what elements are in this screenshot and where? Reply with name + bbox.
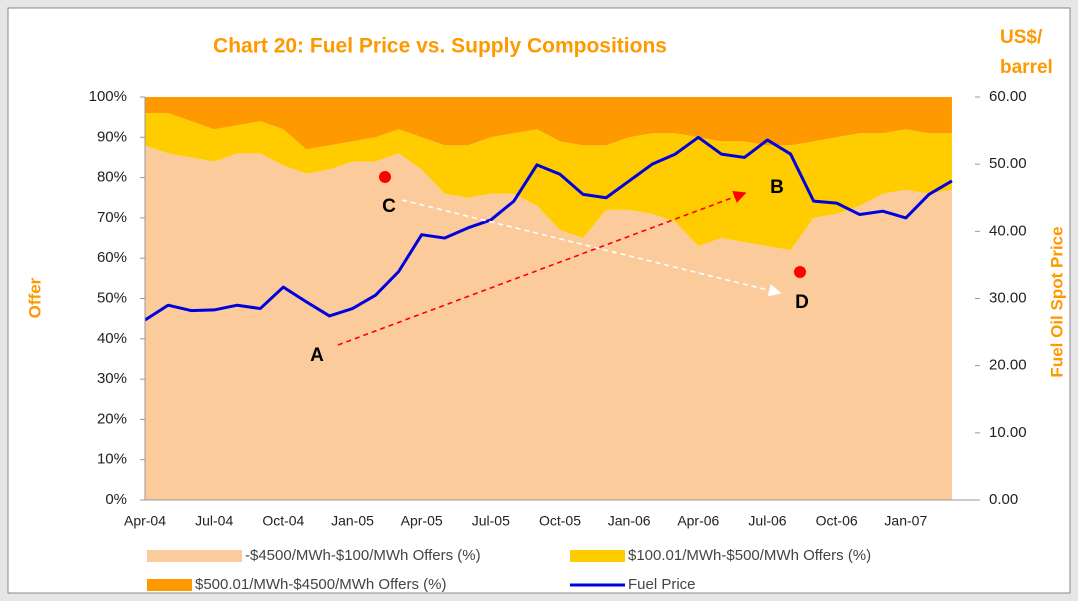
plot-area: 0% 10% 20% 30% 40% 50% 60% 70% 80% 90% 100% 0.00 10.… xyxy=(89,88,1027,529)
legend-swatch xyxy=(147,579,192,591)
y2-unit: barrel xyxy=(1000,57,1053,78)
area xyxy=(145,97,952,150)
y-tick-label: 30% xyxy=(97,370,127,387)
y-tick-label: 50% xyxy=(97,289,127,306)
y-tick-label: 70% xyxy=(97,209,127,226)
arrow xyxy=(401,199,782,297)
y2-unit: US$/ xyxy=(1000,27,1043,48)
dot xyxy=(379,171,391,183)
annotations: A B C D xyxy=(310,171,809,366)
x-tick-label: Jul-04 xyxy=(195,513,233,529)
x-tick-label: Jul-06 xyxy=(748,513,786,529)
line xyxy=(144,135,953,322)
y2-tick-label: 40.00 xyxy=(989,222,1027,239)
chart-title: Chart 20: Fuel Price vs. Supply Composit… xyxy=(213,35,667,58)
y-tick-label: 80% xyxy=(97,169,127,186)
y2-tick-label: 50.00 xyxy=(989,155,1027,172)
annotation: D xyxy=(795,292,809,313)
x-tick-label: Oct-06 xyxy=(816,513,858,529)
y2-tick-label: 30.00 xyxy=(989,289,1027,306)
y-tick-label: 0% xyxy=(105,491,127,508)
y2-tick-label: 60.00 xyxy=(989,88,1027,105)
y2-axis-title: Fuel Oil Spot Price xyxy=(1047,226,1066,377)
y-tick-label: 40% xyxy=(97,330,127,347)
annotation: C xyxy=(382,196,396,217)
y-tick-label: 10% xyxy=(97,451,127,468)
x-tick-label: Jan-07 xyxy=(884,513,927,529)
x-tick-label: Jul-05 xyxy=(472,513,510,529)
area xyxy=(145,145,952,501)
legend-swatch xyxy=(570,550,625,562)
x-tick-label: Apr-04 xyxy=(124,513,166,529)
y2-tick-label: 20.00 xyxy=(989,357,1027,374)
y-tick-label: 20% xyxy=(97,410,127,427)
arrow xyxy=(337,190,747,346)
x-tick-label: Apr-05 xyxy=(401,513,443,529)
x-tick-label: Oct-05 xyxy=(539,513,581,529)
y2-tick-label: 0.00 xyxy=(989,491,1018,508)
y2-tick-label: 10.00 xyxy=(989,424,1027,441)
legend-swatch xyxy=(147,550,242,562)
area xyxy=(145,113,952,251)
legend-label: Fuel Price xyxy=(628,576,696,593)
legend-label: $100.01/MWh-$500/MWh Offers (%) xyxy=(628,547,871,564)
legend-label: -$4500/MWh-$100/MWh Offers (%) xyxy=(245,547,481,564)
x-tick-label: Jan-05 xyxy=(331,513,374,529)
y-axis-title: Offer xyxy=(25,277,44,318)
dot xyxy=(794,266,806,278)
x-tick-label: Jan-06 xyxy=(608,513,651,529)
y-tick-label: 60% xyxy=(97,249,127,266)
annotation: A xyxy=(310,345,324,366)
y-tick-label: 100% xyxy=(89,88,127,105)
legend-label: $500.01/MWh-$4500/MWh Offers (%) xyxy=(195,576,446,593)
y-tick-label: 90% xyxy=(97,128,127,145)
annotation: B xyxy=(770,177,784,198)
x-tick-label: Oct-04 xyxy=(262,513,304,529)
x-tick-label: Apr-06 xyxy=(677,513,719,529)
